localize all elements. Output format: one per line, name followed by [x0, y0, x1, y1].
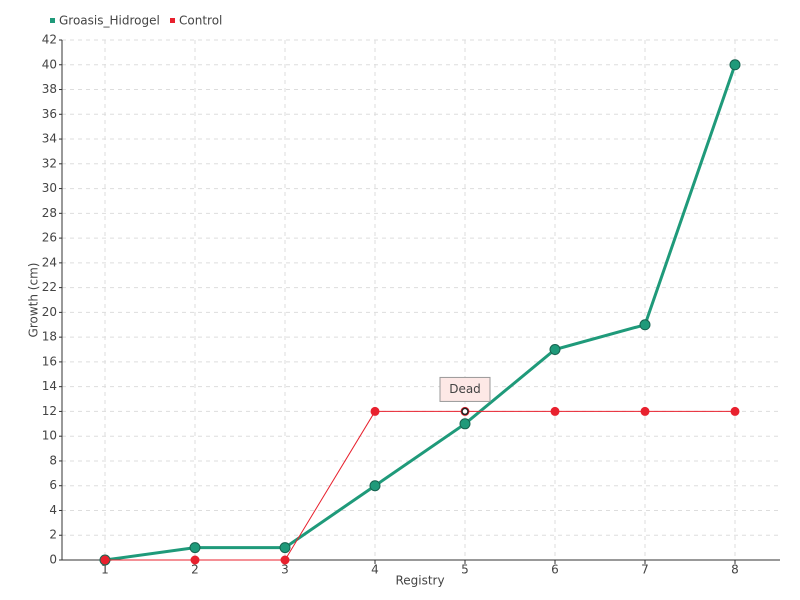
y-tick-label: 4: [49, 503, 57, 517]
x-tick-label: 6: [551, 563, 559, 577]
annotation-point: [461, 407, 469, 416]
x-tick-label: 4: [371, 563, 379, 577]
y-tick-label: 2: [49, 528, 57, 542]
x-tick-label: 1: [101, 563, 109, 577]
legend-label: Groasis_Hidrogel: [59, 14, 160, 28]
y-tick-label: 8: [49, 453, 57, 467]
y-tick-label: 36: [42, 107, 57, 121]
data-point: [459, 418, 471, 430]
series-line: [104, 64, 737, 562]
series-line: [105, 410, 735, 561]
y-tick-label: 18: [42, 330, 57, 344]
data-point: [369, 480, 381, 492]
y-tick-label: 22: [42, 280, 57, 294]
x-axis-label: Registry: [395, 574, 444, 588]
y-tick-label: 26: [42, 231, 57, 245]
data-point: [190, 555, 200, 565]
y-tick-label: 24: [42, 255, 57, 269]
y-tick-label: 40: [42, 57, 57, 71]
data-point: [550, 406, 560, 416]
data-point: [279, 542, 291, 554]
annotation-label: Dead: [449, 382, 481, 396]
data-point: [100, 555, 110, 565]
y-tick-label: 30: [42, 181, 57, 195]
y-tick-label: 12: [42, 404, 57, 418]
data-point: [189, 542, 201, 554]
y-tick-label: 14: [42, 379, 57, 393]
y-tick-label: 34: [42, 132, 57, 146]
data-point: [729, 59, 741, 71]
data-point: [370, 406, 380, 416]
y-tick-label: 32: [42, 156, 57, 170]
x-tick-label: 3: [281, 563, 289, 577]
x-tick-label: 8: [731, 563, 739, 577]
y-tick-label: 6: [49, 478, 57, 492]
y-tick-label: 42: [42, 33, 57, 47]
legend-swatch: [170, 18, 175, 23]
legend-swatch: [50, 18, 55, 23]
x-tick-label: 7: [641, 563, 649, 577]
data-point: [639, 319, 651, 331]
y-tick-label: 0: [49, 553, 57, 567]
y-axis-label: Growth (cm): [27, 263, 41, 338]
data-point: [730, 406, 740, 416]
y-tick-label: 20: [42, 305, 57, 319]
annotation-box: [439, 376, 491, 402]
data-point: [549, 344, 561, 356]
x-tick-label: 5: [461, 563, 469, 577]
y-tick-label: 10: [42, 429, 57, 443]
y-tick-label: 16: [42, 354, 57, 368]
y-tick-label: 38: [42, 82, 57, 96]
legend-label: Control: [179, 14, 222, 28]
x-tick-label: 2: [191, 563, 199, 577]
data-point: [280, 555, 290, 565]
data-point: [640, 406, 650, 416]
y-tick-label: 28: [42, 206, 57, 220]
